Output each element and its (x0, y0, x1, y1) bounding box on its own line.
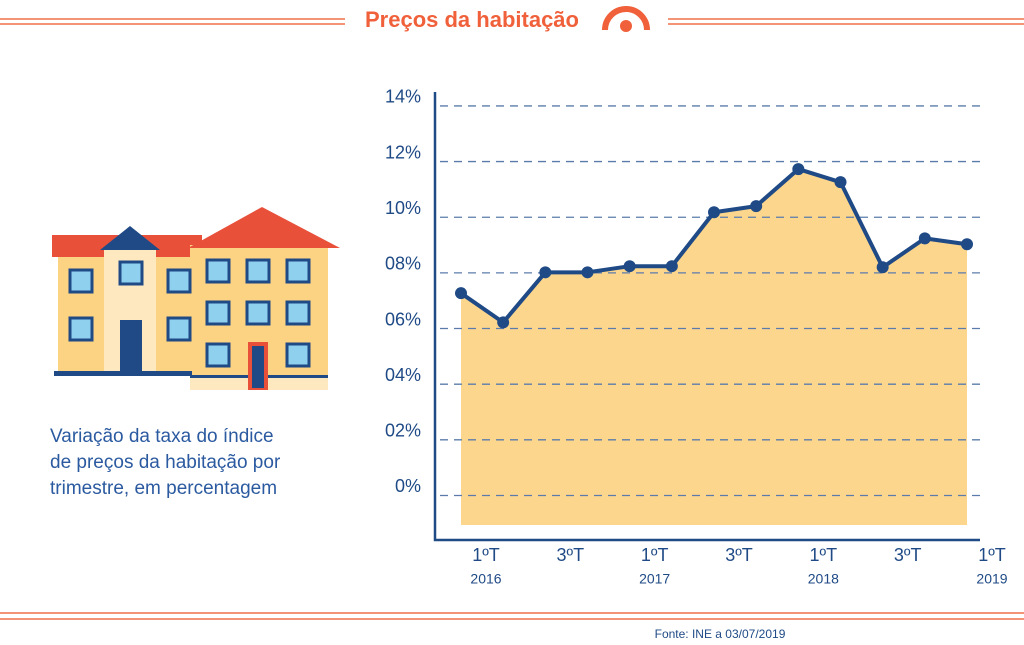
y-tick-label: 06% (385, 309, 421, 329)
y-tick-label: 04% (385, 365, 421, 385)
x-tick-label: 1ºT (641, 545, 669, 565)
description-line: trimestre, em percentagem (50, 478, 277, 499)
y-tick-label: 0% (395, 476, 421, 496)
source: Fonte: INE a 03/07/2019 (655, 627, 786, 641)
y-tick-label: 02% (385, 421, 421, 441)
point (961, 238, 973, 251)
point (581, 266, 594, 279)
axes (433, 92, 980, 542)
point (918, 232, 931, 245)
x-tick-label: 1ºT (978, 545, 1006, 565)
description-line: Variação da taxa do índice (50, 426, 274, 447)
x-tick-label: 3ºT (894, 545, 922, 565)
y-tick-label: 12% (385, 142, 421, 162)
x-tick-label: 1ºT (472, 545, 500, 565)
point (708, 206, 720, 219)
title: Preços da habitação (365, 7, 579, 32)
title-icon (602, 6, 650, 32)
x-tick-label: 3ºT (725, 545, 753, 565)
x-year-label: 2018 (808, 571, 839, 587)
x-year-label: 2017 (639, 571, 670, 587)
header-decoration (0, 18, 1024, 620)
description-line: de preços da habitação por (50, 452, 281, 473)
y-tick-label: 14% (385, 87, 421, 107)
x-year-label: 2016 (470, 571, 501, 587)
point (497, 316, 510, 329)
y-tick-label: 08% (385, 254, 421, 274)
house-illustration (52, 207, 340, 390)
point (539, 266, 552, 279)
x-tick-label: 3ºT (557, 545, 585, 565)
point (665, 260, 678, 273)
point (876, 261, 889, 274)
x-tick-label: 1ºT (810, 545, 838, 565)
point (455, 287, 467, 300)
point (750, 200, 763, 213)
x-year-label: 2019 (976, 571, 1007, 587)
y-tick-label: 10% (385, 198, 421, 218)
point (623, 260, 636, 273)
point (792, 163, 805, 176)
point (834, 176, 847, 189)
area (461, 169, 967, 526)
